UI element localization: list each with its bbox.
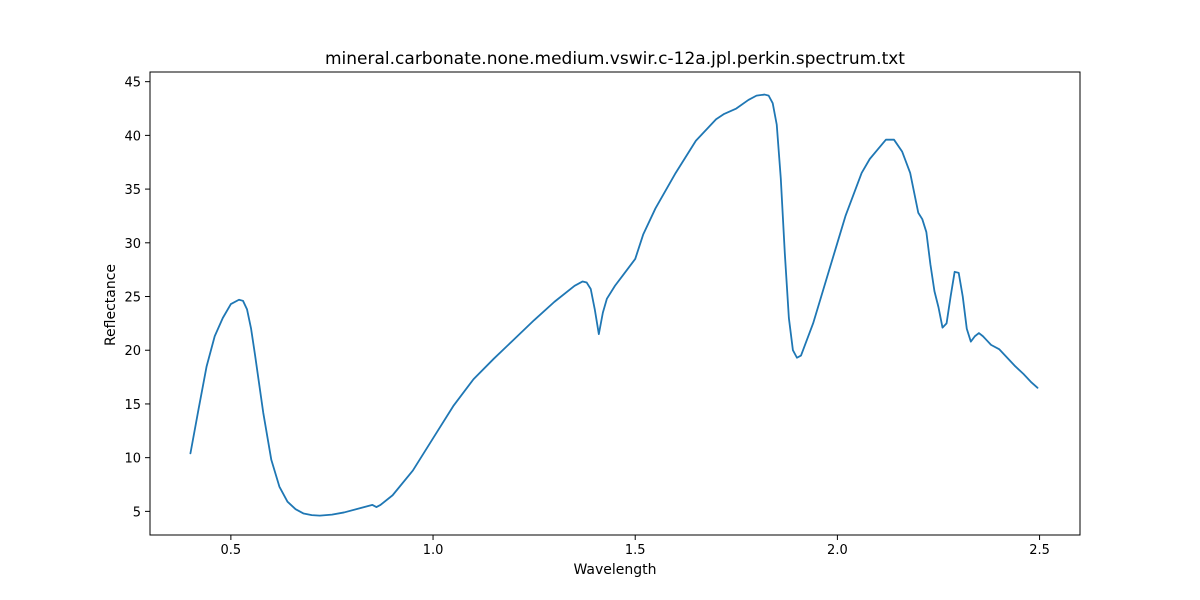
y-tick-label: 20	[124, 344, 141, 359]
y-axis-label: Reflectance	[103, 264, 119, 346]
y-tick-label: 45	[124, 76, 141, 91]
chart-title: mineral.carbonate.none.medium.vswir.c-12…	[325, 49, 905, 69]
series-layer	[189, 93, 1039, 517]
y-tick-label: 40	[124, 129, 141, 144]
x-tick-label: 2.5	[1029, 543, 1050, 558]
series-line-0	[189, 93, 1039, 517]
plot-area	[150, 72, 1080, 535]
y-tick-label: 5	[133, 505, 141, 520]
y-axis: 5 10 15 20 25 30 35 40 45	[124, 76, 150, 520]
x-axis-label: Wavelength	[573, 562, 656, 578]
y-tick-label: 25	[124, 291, 141, 306]
y-tick-label: 10	[124, 452, 141, 467]
x-tick-label: 2.0	[827, 543, 848, 558]
plot-border	[149, 71, 1081, 536]
y-tick-label: 30	[124, 237, 141, 252]
x-tick-label: 1.0	[423, 543, 444, 558]
x-axis: 0.5 1.0 1.5 2.0 2.5	[221, 535, 1050, 558]
plot-background	[150, 72, 1080, 535]
plot-frame	[149, 71, 1081, 536]
x-tick-label: 0.5	[221, 543, 242, 558]
x-tick-label: 1.5	[625, 543, 646, 558]
y-tick-label: 35	[124, 183, 141, 198]
y-tick-label: 15	[124, 398, 141, 413]
